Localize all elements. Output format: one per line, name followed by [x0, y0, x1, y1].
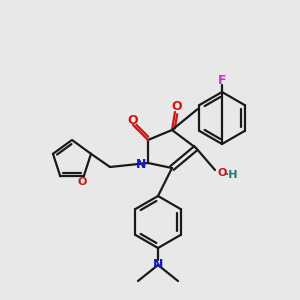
- Text: F: F: [218, 74, 226, 86]
- Text: O: O: [128, 113, 138, 127]
- Text: O: O: [172, 100, 182, 113]
- Text: O: O: [217, 168, 226, 178]
- Text: O: O: [77, 177, 86, 187]
- Text: ·H: ·H: [225, 170, 238, 180]
- Text: N: N: [153, 259, 163, 272]
- Text: N: N: [136, 158, 146, 172]
